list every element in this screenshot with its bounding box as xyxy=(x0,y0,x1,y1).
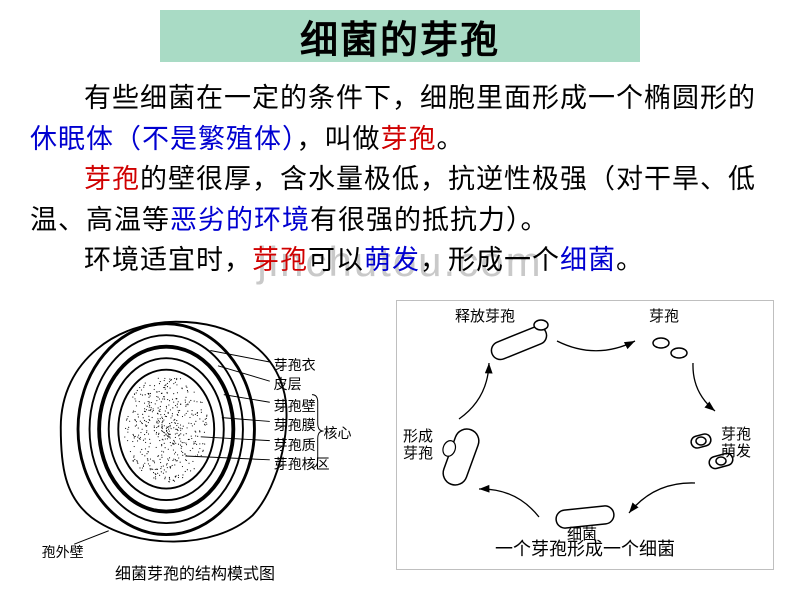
body-text: 有些细菌在一定的条件下，细胞里面形成一个椭圆形的休眠体（不是繁殖体），叫做芽孢。… xyxy=(30,78,770,281)
body-paragraph: 环境适宜时，芽孢可以萌发，形成一个细菌。 xyxy=(30,240,770,281)
spore-structure-label: 芽孢膜 xyxy=(274,415,316,435)
spore-structure-label: 皮层 xyxy=(274,374,302,394)
spore-cycle-label: 芽孢萌发 xyxy=(721,427,751,460)
spore-cycle-label: 芽孢 xyxy=(649,309,679,326)
spore-cycle-label: 形成芽孢 xyxy=(403,429,433,462)
spore-cycle-label: 释放芽孢 xyxy=(455,309,515,326)
body-paragraph: 有些细菌在一定的条件下，细胞里面形成一个椭圆形的休眠体（不是繁殖体），叫做芽孢。 xyxy=(30,78,770,159)
spore-structure-label: 核心 xyxy=(323,423,351,443)
spore-cycle-label: 细菌 xyxy=(567,527,597,544)
figures-row: 细菌芽孢的结构模式图 芽孢衣皮层芽孢壁芽孢膜芽孢质芽孢核区孢外壁核心 一个芽孢形… xyxy=(30,300,770,590)
figure-spore-structure: 细菌芽孢的结构模式图 芽孢衣皮层芽孢壁芽孢膜芽孢质芽孢核区孢外壁 核心 xyxy=(32,300,358,584)
spore-structure-caption: 细菌芽孢的结构模式图 xyxy=(32,560,358,584)
spore-structure-label: 芽孢衣 xyxy=(274,355,316,375)
title-banner: 细菌的芽孢 xyxy=(160,10,640,62)
body-paragraph: 芽孢的壁很厚，含水量极低，抗逆性极强（对干旱、低温、高温等恶劣的环境有很强的抵抗… xyxy=(30,159,770,240)
spore-structure-label: 芽孢核区 xyxy=(274,454,330,474)
slide: jinchutou.com 细菌的芽孢 有些细菌在一定的条件下，细胞里面形成一个… xyxy=(0,0,800,600)
spore-structure-label: 芽孢质 xyxy=(274,435,316,455)
spore-structure-label: 芽孢壁 xyxy=(274,396,316,416)
spore-structure-label: 孢外壁 xyxy=(42,542,84,562)
figure-spore-cycle: 一个芽孢形成一个细菌 释放芽孢芽孢芽孢萌发细菌形成芽孢 xyxy=(396,300,774,570)
